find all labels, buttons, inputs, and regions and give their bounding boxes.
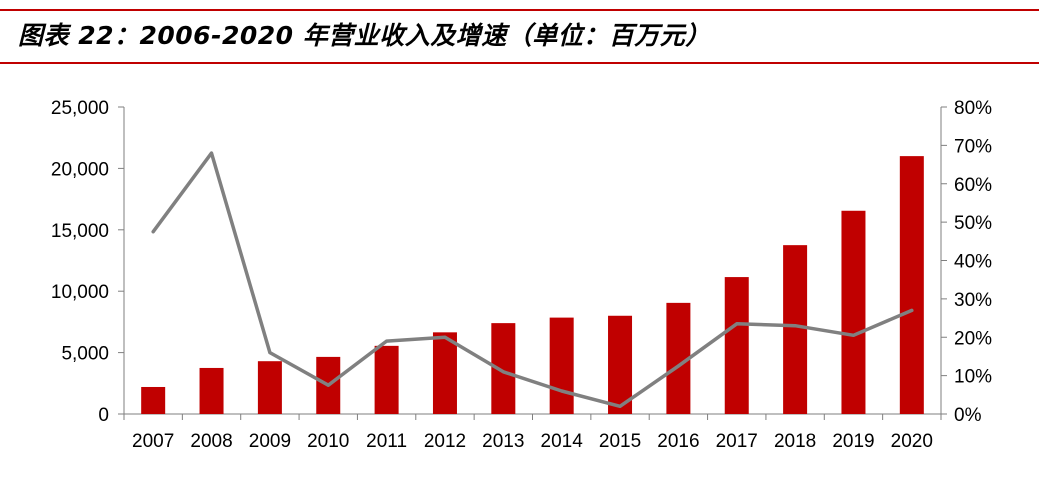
growth-point — [151, 230, 155, 234]
bar — [608, 315, 633, 414]
bar — [432, 332, 457, 414]
x-axis-tick-label: 2013 — [482, 431, 524, 452]
right-axis-tick-label: 20% — [954, 328, 992, 349]
right-axis-tick-label: 50% — [954, 213, 992, 234]
left-axis-tick-label: 0 — [98, 405, 109, 426]
growth-point — [793, 324, 797, 328]
growth-point — [385, 339, 389, 343]
growth-point — [618, 404, 622, 408]
right-axis-tick-label: 80% — [954, 98, 992, 119]
title-rule — [0, 62, 1039, 64]
x-axis-tick-label: 2012 — [424, 431, 466, 452]
left-axis-tick-label: 15,000 — [51, 221, 109, 242]
growth-line — [151, 151, 914, 409]
growth-point — [676, 364, 680, 368]
right-axis-tick-label: 60% — [954, 175, 992, 196]
right-axis-tick-label: 40% — [954, 252, 992, 273]
x-axis-tick-label: 2011 — [366, 431, 407, 452]
bar — [899, 156, 924, 414]
x-axis-tick-label: 2020 — [891, 431, 933, 452]
bar — [841, 210, 866, 414]
left-axis-tick-label: 25,000 — [51, 98, 109, 119]
x-axis-tick-label: 2007 — [132, 431, 174, 452]
x-axis-tick-label: 2010 — [307, 431, 349, 452]
chart-title: 图表 22：2006-2020 年营业收入及增速（单位：百万元） — [18, 21, 711, 50]
x-axis-tick-label: 2008 — [190, 431, 232, 452]
bar — [783, 245, 808, 414]
x-axis-tick-label: 2009 — [249, 431, 291, 452]
growth-point — [501, 370, 505, 374]
x-axis-tick-label: 2015 — [599, 431, 641, 452]
top-rule — [0, 9, 1039, 11]
right-axis-tick-label: 30% — [954, 290, 992, 311]
right-axis-tick-label: 70% — [954, 136, 992, 157]
x-axis-tick-label: 2018 — [774, 431, 816, 452]
bar — [374, 345, 399, 414]
bar — [199, 367, 224, 414]
x-axis-tick-label: 2019 — [832, 431, 874, 452]
growth-point — [560, 389, 564, 393]
growth-point — [268, 351, 272, 355]
growth-point — [443, 335, 447, 339]
bar — [141, 386, 166, 414]
x-axis-tick-label: 2017 — [716, 431, 758, 452]
bar — [257, 361, 282, 414]
right-axis-tick-label: 10% — [954, 367, 992, 388]
growth-point — [326, 383, 330, 387]
left-axis-tick-label: 5,000 — [61, 344, 109, 365]
left-axis-tick-label: 10,000 — [51, 282, 109, 303]
growth-point — [210, 151, 214, 155]
growth-point — [851, 333, 855, 337]
right-axis-tick-label: 0% — [954, 405, 982, 426]
growth-point — [910, 308, 914, 312]
x-axis-tick-label: 2016 — [657, 431, 699, 452]
growth-point — [735, 322, 739, 326]
bar — [724, 277, 749, 414]
bar — [549, 317, 574, 414]
bar — [491, 323, 516, 414]
x-axis-tick-label: 2014 — [541, 431, 584, 452]
left-axis-tick-label: 20,000 — [51, 159, 109, 180]
